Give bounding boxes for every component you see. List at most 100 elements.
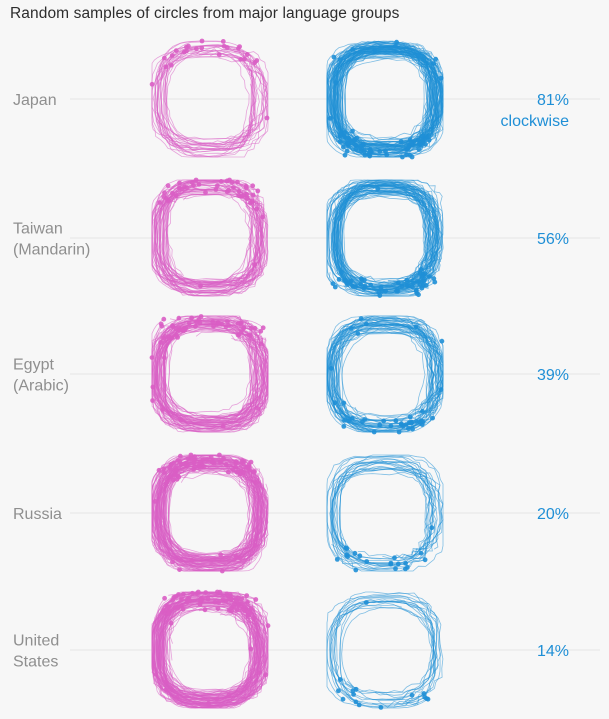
stroke-start-dot [171,594,177,600]
circle-stroke [158,594,264,709]
stroke-start-dot [336,277,342,282]
circle-stroke [156,466,262,559]
chart-title: Random samples of circles from major lan… [10,5,400,22]
stroke-start-dot [173,326,179,332]
stroke-start-dot [422,557,428,563]
stroke-start-dot [368,282,374,288]
stroke-start-dot [404,152,409,158]
row-label: Russia [13,506,62,523]
circle-stroke [337,183,435,295]
stroke-start-dot [433,56,439,62]
stroke-start-dot [188,452,194,458]
stroke-start-dot [162,55,167,61]
stroke-start-dot [164,479,170,485]
clockwise-percent-label: 39% [537,367,569,384]
stroke-start-dot [405,426,411,431]
stroke-start-dot [177,180,182,186]
stroke-start-dot [228,597,234,602]
stroke-start-dot [258,328,264,334]
stroke-start-dot [247,468,253,473]
stroke-start-dot [403,566,408,572]
stroke-start-dot [372,48,378,54]
circle-stroke [336,472,428,562]
stroke-start-dot [189,315,195,321]
stroke-start-dot [383,288,388,294]
stroke-start-dot [244,196,250,201]
stroke-start-dot [181,326,187,332]
stroke-start-dot [161,466,167,472]
stroke-start-dot [170,477,176,483]
stroke-start-dot [419,133,425,139]
stroke-start-dot [342,134,347,140]
stroke-start-dot [376,290,382,295]
stroke-start-dot [416,146,422,152]
row-label: (Mandarin) [13,242,90,259]
stroke-start-dot [194,591,200,596]
stroke-start-dot [243,183,249,189]
stroke-start-dot [394,288,399,294]
circle-stroke [329,596,441,701]
stroke-start-dot [353,699,359,705]
stroke-start-dot [156,467,162,473]
stroke-start-dot [180,606,186,612]
stroke-start-dot [203,590,209,595]
stroke-start-dot [413,324,419,330]
stroke-start-dot [375,186,381,192]
stroke-start-dot [215,589,220,595]
stroke-start-dot [362,417,368,422]
stroke-start-dot [250,183,256,189]
stroke-start-dot [205,596,211,602]
stroke-start-dot [246,332,252,338]
stroke-start-dot [173,193,179,199]
stroke-start-dot [239,596,244,602]
stroke-start-dot [339,270,344,275]
stroke-start-dot [216,320,221,326]
stroke-start-dot [419,285,425,291]
stroke-start-dot [236,601,241,607]
stroke-start-dot [426,137,432,143]
circle-stroke [333,601,438,701]
stroke-start-dot [236,46,241,51]
stroke-start-dot [263,672,269,678]
stroke-start-dot [403,560,408,566]
stroke-start-dot [210,458,215,464]
stroke-start-dot [420,419,426,424]
stroke-start-dot [240,606,246,612]
stroke-start-dot [221,455,226,461]
stroke-start-dot [438,387,444,393]
stroke-start-dot [169,53,175,58]
stroke-start-dot [398,139,404,144]
stroke-start-dot [392,43,398,49]
stroke-start-dot [229,180,235,186]
stroke-start-dot [417,142,423,148]
stroke-start-dot [158,340,164,345]
circle-stroke [151,188,266,294]
stroke-start-dot [393,566,398,572]
stroke-start-dot [361,148,367,154]
stroke-start-dot [378,705,384,710]
stroke-start-dot [184,48,189,54]
stroke-start-dot [353,567,359,573]
stroke-start-dot [150,398,156,403]
circle-stroke [151,50,264,141]
circle-stroke [165,189,263,284]
stroke-start-dot [393,418,399,424]
stroke-start-dot [160,407,166,412]
stroke-start-dot [400,154,405,160]
stroke-start-dot [381,418,387,424]
stroke-start-dot [342,417,347,423]
stroke-start-dot [163,679,168,685]
stroke-start-dot [377,149,383,154]
stroke-start-dot [189,180,195,186]
stroke-start-dot [406,144,412,150]
stroke-start-dot [388,560,394,566]
stroke-start-dot [346,418,351,424]
stroke-start-dot [210,319,216,325]
stroke-start-dot [409,692,415,698]
stroke-start-dot [226,692,232,698]
stroke-start-dot [345,554,350,559]
stroke-start-dot [408,140,414,146]
stroke-start-dot [218,179,224,184]
stroke-start-dot [246,612,252,618]
stroke-start-dot [237,555,243,561]
